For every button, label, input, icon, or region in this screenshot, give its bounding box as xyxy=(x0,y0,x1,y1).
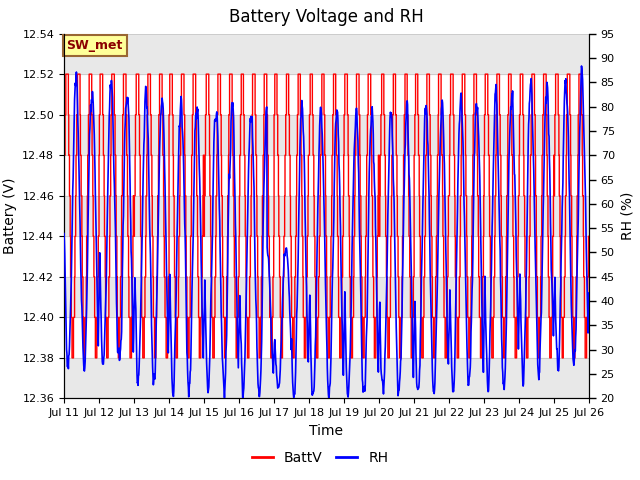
RH xyxy=(60,231,68,237)
RH xyxy=(239,396,246,401)
BattV xyxy=(408,355,416,361)
X-axis label: Time: Time xyxy=(309,424,344,438)
Y-axis label: RH (%): RH (%) xyxy=(620,192,634,240)
Y-axis label: Battery (V): Battery (V) xyxy=(3,178,17,254)
BattV xyxy=(68,355,76,361)
RH xyxy=(236,306,243,312)
RH xyxy=(578,63,586,69)
RH xyxy=(477,212,484,218)
Bar xyxy=(64,196,589,236)
Bar xyxy=(64,34,589,74)
Legend: BattV, RH: BattV, RH xyxy=(246,445,394,471)
Title: Battery Voltage and RH: Battery Voltage and RH xyxy=(229,9,424,26)
BattV xyxy=(236,152,244,158)
Bar xyxy=(64,358,589,398)
Line: RH: RH xyxy=(64,66,589,398)
RH xyxy=(408,300,416,306)
Line: BattV: BattV xyxy=(64,74,589,358)
BattV xyxy=(60,193,68,199)
BattV xyxy=(165,274,173,280)
RH xyxy=(164,338,172,344)
BattV xyxy=(177,71,185,77)
BattV xyxy=(524,355,531,361)
BattV xyxy=(477,355,484,361)
BattV xyxy=(62,71,70,77)
RH xyxy=(177,101,184,107)
Bar xyxy=(64,115,589,155)
Text: SW_met: SW_met xyxy=(67,39,123,52)
RH xyxy=(585,290,593,296)
BattV xyxy=(585,233,593,239)
Bar xyxy=(64,277,589,317)
RH xyxy=(523,241,531,247)
